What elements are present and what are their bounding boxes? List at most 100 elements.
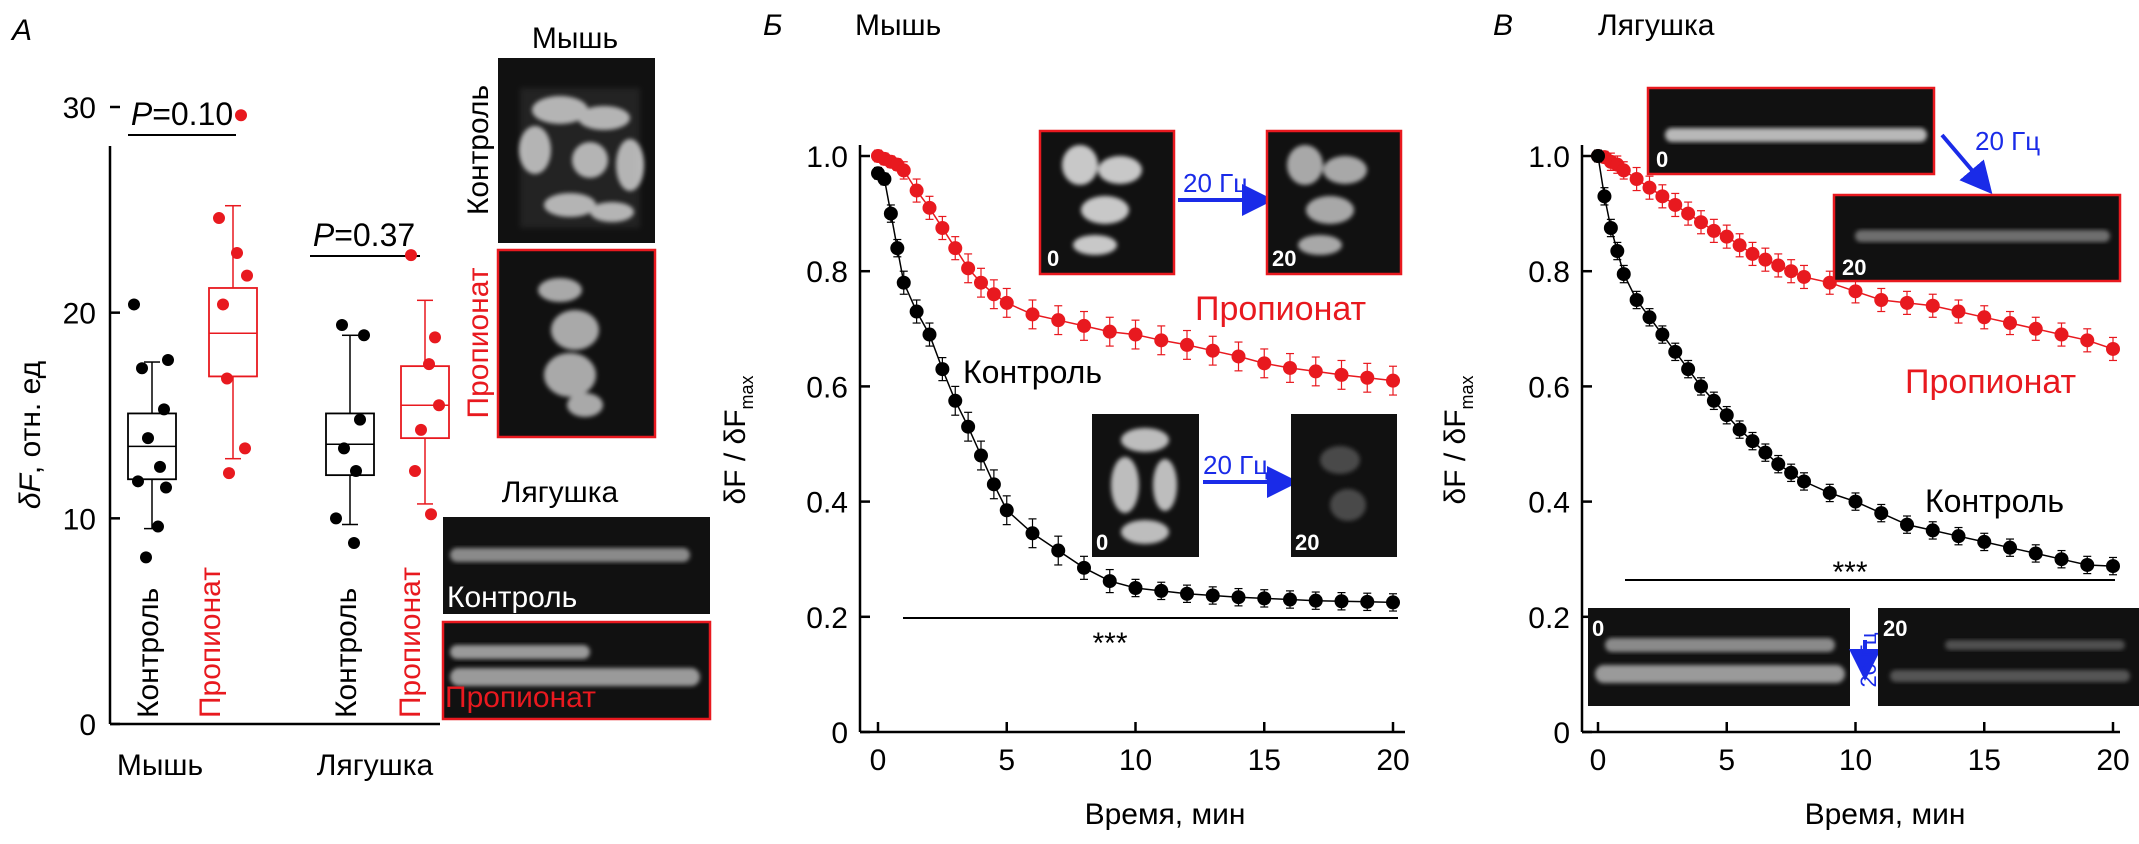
panel-b-data-point xyxy=(1360,594,1375,609)
panel-c-data-point xyxy=(1616,267,1631,282)
data-point xyxy=(423,358,435,371)
panel-c: В Лягушка 0 0.2 0.4 0.6 0.8 1.0 0 5 10 15 20 δF / … xyxy=(1439,9,2139,831)
image-frog-propionate xyxy=(441,620,712,721)
panel-c-data-point xyxy=(2080,557,2095,572)
panel-a: А 0 10 20 30 δF, отн. ед P=0.10 P=0.37 Конт… xyxy=(10,14,712,782)
panel-c-data-point xyxy=(2106,559,2120,574)
panel-b-data-point xyxy=(922,200,937,215)
image-label-mouse-control: Контроль xyxy=(462,85,495,215)
panel-b-data-point xyxy=(1154,333,1169,348)
data-point xyxy=(160,481,172,494)
panel-b-y-tick-label: 0.8 xyxy=(806,256,848,289)
panel-c-data-point xyxy=(1655,327,1670,342)
panel-c-label-propionate: Пропионат xyxy=(1905,363,2076,401)
panel-b-data-point xyxy=(1051,313,1066,328)
panel-c-data-point xyxy=(1616,163,1631,178)
data-point xyxy=(154,460,166,473)
panel-b-data-point xyxy=(1128,327,1143,342)
panel-c-data-point xyxy=(1719,229,1734,244)
panel-b-significance: *** xyxy=(1092,627,1127,660)
panel-c-y-tick-label: 0.2 xyxy=(1528,602,1570,635)
data-point xyxy=(152,520,164,533)
image-label-frog-control: Контроль xyxy=(447,581,577,614)
panel-b-data-point xyxy=(1180,586,1194,601)
panel-b-data-point xyxy=(877,172,892,187)
panel-b-data-point xyxy=(986,477,1001,492)
panel-b-inset-frame-end-1: 20 xyxy=(1272,246,1296,271)
panel-b-data-point xyxy=(948,393,963,408)
panel-b-data-point xyxy=(896,163,911,178)
panel-b-data-point xyxy=(1334,367,1349,382)
panel-c-data-point xyxy=(1719,408,1734,423)
panel-b-data-point xyxy=(999,295,1014,310)
panel-c-stim-arrow-1 xyxy=(1940,133,1993,195)
panel-c-data-point xyxy=(2003,316,2017,331)
panel-c-data-point xyxy=(1822,485,1837,500)
panel-c-data-point xyxy=(1629,172,1644,187)
panel-b-data-point xyxy=(961,419,976,434)
image-mouse-control xyxy=(498,58,655,243)
bar-label-frog-propionate: Пропионат xyxy=(394,567,427,718)
panel-b-stim-label-1: 20 Гц xyxy=(1183,168,1248,198)
panel-b-x-label: Время, мин xyxy=(1085,798,1246,831)
panel-c-data-point xyxy=(1797,269,1811,284)
panel-b-data-point xyxy=(922,327,937,342)
panel-b-data-point xyxy=(890,241,905,256)
panel-c-y-tick-label: 1.0 xyxy=(1528,141,1570,174)
panel-b-y-tick-label: 0.4 xyxy=(806,487,848,520)
panel-b-data-point xyxy=(1231,590,1246,605)
panel-c-x-tick-label: 0 xyxy=(1590,744,1607,777)
panel-c-data-point xyxy=(2028,546,2043,561)
panel-c-x-tick-label: 10 xyxy=(1839,744,1872,777)
group-label-frog: Лягушка xyxy=(317,749,434,782)
panel-b-data-point xyxy=(1205,588,1220,603)
panel-b-data-point xyxy=(1180,337,1194,352)
bar-label-mouse-propionate: Пропионат xyxy=(194,567,227,718)
panel-c-data-point xyxy=(1681,206,1696,221)
p-value-frog: P=0.37 xyxy=(313,217,415,253)
panel-b-x-tick-label: 10 xyxy=(1119,744,1152,777)
panel-a-boxes xyxy=(127,109,450,564)
data-point xyxy=(409,465,421,478)
panel-c-x-tick-label: 15 xyxy=(1968,744,2001,777)
data-point xyxy=(415,423,427,436)
panel-b-data-point xyxy=(1257,591,1272,606)
panel-c-data-point xyxy=(1771,258,1786,273)
panel-c-data-point xyxy=(1900,517,1914,532)
panel-b-data-point xyxy=(948,241,963,256)
p-value-mouse: P=0.10 xyxy=(131,96,233,132)
panel-c-x-tick-label: 20 xyxy=(2096,744,2129,777)
panel-b-y-tick-label: 0 xyxy=(831,717,848,750)
panel-c-data-point xyxy=(1758,252,1773,267)
data-point xyxy=(354,413,366,426)
panel-b-ticks: 0 0.2 0.4 0.6 0.8 1.0 0 5 10 15 20 xyxy=(806,141,1409,777)
panel-b-series-line xyxy=(877,155,1394,382)
panel-a-letter: А xyxy=(10,14,32,47)
panel-b-label-control: Контроль xyxy=(963,354,1102,390)
panel-c-x-label: Время, мин xyxy=(1805,798,1966,831)
panel-b-data-point xyxy=(1308,364,1323,379)
data-point xyxy=(405,249,417,262)
panel-c-title: Лягушка xyxy=(1598,9,1715,42)
panel-b-data-point xyxy=(1257,356,1272,371)
data-point xyxy=(223,467,235,480)
panel-b-data-point xyxy=(1386,595,1400,610)
panel-c-data-point xyxy=(1732,238,1747,253)
image-label-frog-propionate: Пропионат xyxy=(445,681,596,714)
panel-c-data-point xyxy=(1925,523,1940,538)
data-point xyxy=(162,353,174,366)
panel-b-data-point xyxy=(1077,318,1091,333)
panel-b-inset-propionate: 0 20 Гц 20 xyxy=(1038,129,1403,276)
panel-b-data-point xyxy=(1025,307,1040,322)
panel-b-y-tick-label: 1.0 xyxy=(806,141,848,174)
data-point xyxy=(221,372,233,385)
panel-c-data-point xyxy=(1642,180,1657,195)
panel-b-data-point xyxy=(961,261,976,276)
panel-b-y-tick-label: 0.2 xyxy=(806,602,848,635)
panel-c-data-point xyxy=(1694,379,1708,394)
data-point xyxy=(231,247,243,260)
panel-b-data-point xyxy=(909,304,924,319)
panel-c-data-point xyxy=(1925,298,1940,313)
data-point xyxy=(235,109,247,122)
